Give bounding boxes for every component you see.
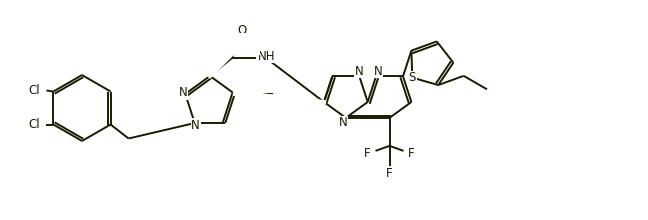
Text: N: N bbox=[374, 65, 382, 78]
Text: Cl: Cl bbox=[29, 118, 40, 131]
Text: N: N bbox=[179, 86, 188, 99]
Text: F: F bbox=[386, 167, 393, 180]
Text: N: N bbox=[191, 119, 200, 132]
Text: O: O bbox=[237, 37, 247, 51]
Text: Cl: Cl bbox=[29, 84, 40, 97]
Text: NH: NH bbox=[245, 88, 262, 101]
Text: N: N bbox=[355, 65, 364, 78]
Text: O: O bbox=[237, 24, 247, 37]
Text: NH: NH bbox=[258, 50, 275, 62]
Text: O: O bbox=[228, 37, 256, 51]
Text: S: S bbox=[409, 71, 416, 84]
Text: N: N bbox=[338, 116, 347, 129]
Text: F: F bbox=[408, 147, 415, 160]
Text: F: F bbox=[364, 147, 371, 160]
